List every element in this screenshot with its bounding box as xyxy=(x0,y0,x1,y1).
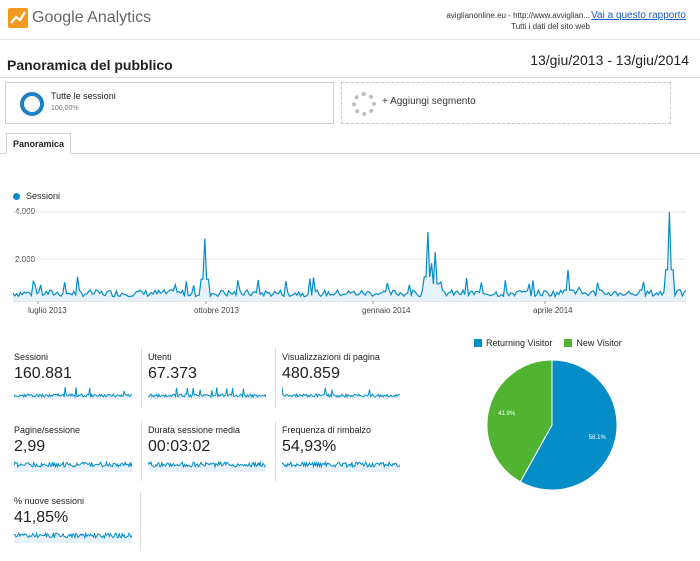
metric-sparkline xyxy=(148,460,266,472)
metric-sparkline xyxy=(282,387,400,399)
sessions-area xyxy=(13,212,686,301)
legend-label: Sessioni xyxy=(26,191,61,201)
sparkline-area xyxy=(282,387,400,399)
metric-pages-per-session[interactable]: Pagine/sessione 2,99 xyxy=(14,421,139,481)
date-range-picker[interactable]: 13/giu/2013 - 13/giu/2014 xyxy=(530,52,689,68)
go-to-report-link[interactable]: Vai a questo rapporto xyxy=(591,10,686,21)
title-divider xyxy=(0,77,700,78)
metric-new-sessions[interactable]: % nuove sessioni 41,85% xyxy=(14,492,141,550)
add-segment-label: + Aggiungi segmento xyxy=(382,96,476,107)
metric-label: Visualizzazioni di pagina xyxy=(282,352,380,362)
metric-value: 41,85% xyxy=(14,509,69,526)
account-view: Tutti i dati del sito web xyxy=(511,22,590,31)
legend-swatch-icon xyxy=(474,339,482,347)
segment-name: Tutte le sessioni xyxy=(51,91,116,101)
pie-legend-item[interactable]: New Visitor xyxy=(564,338,622,348)
sparkline-line xyxy=(282,460,400,469)
legend-dot-icon xyxy=(13,192,20,200)
metric-label: Sessioni xyxy=(14,352,49,362)
metric-value: 67.373 xyxy=(148,365,197,382)
page-title: Panoramica del pubblico xyxy=(7,57,173,73)
empty-segment-icon xyxy=(352,92,376,116)
metric-value: 2,99 xyxy=(14,438,46,455)
pie-slice-label: 41.9% xyxy=(498,411,516,417)
metric-label: Utenti xyxy=(148,352,172,362)
pie-slice[interactable] xyxy=(519,359,618,491)
sparkline-line xyxy=(282,387,400,399)
metric-label: Frequenza di rimbalzo xyxy=(282,425,372,435)
logo-text: Google Analytics xyxy=(32,9,151,27)
metric-sparkline xyxy=(148,387,266,399)
sparkline-area xyxy=(148,387,266,399)
metric-sessions[interactable]: Sessioni 160.881 xyxy=(14,348,139,408)
account-property: aviglianonline.eu - http://www.avviglian… xyxy=(446,11,590,20)
tab-overview[interactable]: Panoramica xyxy=(6,133,72,154)
metric-value: 480.859 xyxy=(282,365,340,382)
metric-value: 00:03:02 xyxy=(148,438,211,455)
pie-slice-label: 58.1% xyxy=(589,435,607,441)
metric-label: Durata sessione media xyxy=(148,425,241,435)
sessions-line-chart[interactable] xyxy=(13,200,686,305)
sparkline-line xyxy=(14,460,132,469)
segment-percent: 100,00% xyxy=(51,105,79,112)
header-bar: Google Analytics aviglianonline.eu - htt… xyxy=(0,0,700,40)
sparkline-line xyxy=(148,387,266,399)
pie-slice[interactable] xyxy=(486,359,553,483)
add-segment-button[interactable]: + Aggiungi segmento xyxy=(341,82,671,124)
pie-legend-label: Returning Visitor xyxy=(486,338,553,348)
metric-sparkline xyxy=(14,460,132,472)
metric-value: 160.881 xyxy=(14,365,72,382)
metric-bounce-rate[interactable]: Frequenza di rimbalzo 54,93% xyxy=(275,421,400,481)
chart-legend[interactable]: Sessioni xyxy=(13,191,60,201)
google-analytics-logo[interactable]: Google Analytics xyxy=(8,8,151,28)
tab-divider xyxy=(0,153,700,154)
visitor-type-pie-chart[interactable]: 58.1% 41.9% xyxy=(485,358,619,492)
segment-all-sessions[interactable]: Tutte le sessioni 100,00% xyxy=(5,82,334,124)
metric-label: Pagine/sessione xyxy=(14,425,81,435)
pie-legend: Returning Visitor New Visitor xyxy=(474,338,622,348)
metric-value: 54,93% xyxy=(282,438,337,455)
x-tick-label: aprile 2014 xyxy=(533,306,573,315)
sessions-line xyxy=(13,211,686,299)
metric-pageviews[interactable]: Visualizzazioni di pagina 480.859 xyxy=(275,348,400,408)
metric-label: % nuove sessioni xyxy=(14,496,85,506)
logo-word-analytics: Analytics xyxy=(87,9,152,26)
metric-users[interactable]: Utenti 67.373 xyxy=(141,348,266,408)
segment-donut-icon xyxy=(20,92,44,116)
x-tick-label: gennaio 2014 xyxy=(362,306,411,315)
sparkline-line xyxy=(14,531,132,540)
analytics-logo-icon xyxy=(8,8,28,28)
pie-legend-label: New Visitor xyxy=(576,338,622,348)
metric-sparkline xyxy=(282,460,400,472)
metric-sparkline xyxy=(14,386,132,399)
x-tick-label: ottobre 2013 xyxy=(194,306,239,315)
legend-swatch-icon xyxy=(564,339,573,347)
pie-legend-item[interactable]: Returning Visitor xyxy=(474,338,552,348)
metric-sparkline xyxy=(14,531,132,543)
account-selector[interactable]: aviglianonline.eu - http://www.avviglian… xyxy=(446,10,590,32)
x-tick-label: luglio 2013 xyxy=(28,306,67,315)
sparkline-line xyxy=(148,460,266,469)
sparkline-area xyxy=(14,387,132,399)
sparkline-line xyxy=(14,386,132,399)
logo-word-google: Google xyxy=(32,9,84,26)
metric-avg-session-duration[interactable]: Durata sessione media 00:03:02 xyxy=(141,421,266,481)
